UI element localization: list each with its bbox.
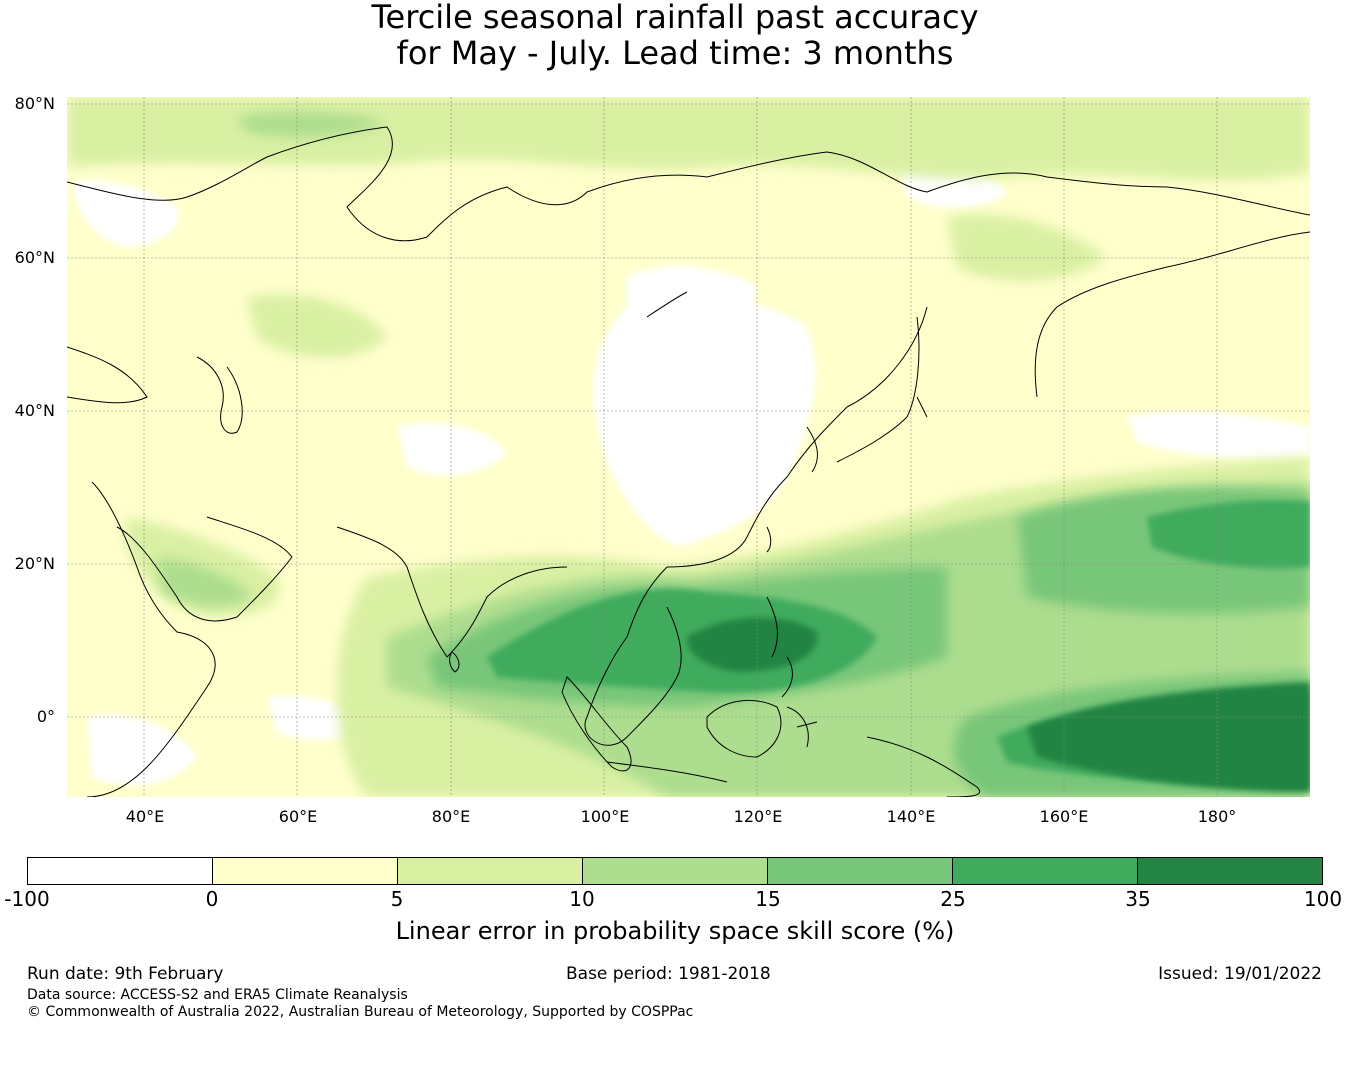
map-canvas <box>67 97 1310 797</box>
taiwan-outline <box>766 526 772 553</box>
colorbar-tick: 15 <box>755 887 781 911</box>
colorbar-segment <box>583 858 768 884</box>
central-asia-patch <box>247 294 387 358</box>
tibet-dry-area <box>397 423 507 476</box>
lon-label-180: 180° <box>1197 807 1237 826</box>
africa-dry-area <box>87 714 197 786</box>
scandinavia-dry-area <box>72 180 179 247</box>
lon-label-120e: 120°E <box>733 807 783 826</box>
graticule <box>67 97 1310 797</box>
arabia-inner <box>157 557 252 607</box>
kamchatka-coast <box>1034 231 1310 398</box>
lon-label-40e: 40°E <box>125 807 165 826</box>
colorbar-tick: 35 <box>1125 887 1151 911</box>
red-sea-africa-outline <box>86 481 216 797</box>
lon-label-140e: 140°E <box>886 807 936 826</box>
baikal-outline <box>646 291 688 318</box>
arabia-outline <box>116 516 293 622</box>
map-title-line-2: for May - July. Lead time: 3 months <box>396 34 954 72</box>
colorbar-segment <box>213 858 398 884</box>
siberia-patch <box>947 214 1107 281</box>
arctic-band <box>67 97 1310 181</box>
new-guinea-outline <box>866 736 980 797</box>
sulawesi-outline <box>786 706 818 748</box>
black-sea-outline <box>67 346 148 404</box>
base-period: Base period: 1981-2018 <box>566 964 771 984</box>
japan-outline <box>836 316 928 463</box>
mongolia-dry-area <box>627 266 757 332</box>
india-outline <box>336 526 568 658</box>
issued-date: Issued: 19/01/2022 <box>1158 964 1322 984</box>
east-asia-dry-area <box>593 296 816 547</box>
north-pacific-core <box>1147 500 1310 569</box>
skill-35-100-areas <box>687 617 1310 792</box>
skill-score-map <box>67 97 1310 797</box>
philippines-outline <box>766 596 793 698</box>
colorbar-segment <box>1138 858 1322 884</box>
lat-label-20n: 20°N <box>14 554 55 573</box>
indochina-outline <box>584 566 682 746</box>
lon-label-80e: 80°E <box>431 807 471 826</box>
colorbar-segment <box>398 858 583 884</box>
colorbar-tick: 0 <box>205 887 219 911</box>
sumatra-outline <box>561 676 632 772</box>
colorbar-tick: -100 <box>4 887 50 911</box>
korea-outline <box>806 426 818 473</box>
lat-label-0: 0° <box>36 707 55 726</box>
data-source: Data source: ACCESS-S2 and ERA5 Climate … <box>27 987 408 1003</box>
lon-label-60e: 60°E <box>278 807 318 826</box>
lon-label-160e: 160°E <box>1039 807 1089 826</box>
run-date: Run date: 9th February <box>27 964 224 984</box>
colorbar-segment <box>953 858 1138 884</box>
coastlines <box>67 126 1310 797</box>
maritime-core <box>687 617 818 672</box>
borneo-outline <box>706 699 782 758</box>
colorbar-tick: 25 <box>940 887 966 911</box>
lat-label-80n: 80°N <box>14 94 55 113</box>
arctic-inner <box>237 111 387 138</box>
java-outline <box>606 761 728 783</box>
map-title-line-1: Tercile seasonal rainfall past accuracy <box>371 0 979 36</box>
colorbar <box>27 857 1323 885</box>
sri-lanka-outline <box>449 651 460 673</box>
colorbar-segment <box>768 858 953 884</box>
lat-label-40n: 40°N <box>14 401 55 420</box>
eurasia-north-coast <box>67 126 1310 242</box>
copyright: © Commonwealth of Australia 2022, Austra… <box>27 1004 694 1020</box>
colorbar-label: Linear error in probability space skill … <box>395 917 955 945</box>
colorbar-tick: 5 <box>390 887 404 911</box>
lat-label-60n: 60°N <box>14 248 55 267</box>
colorbar-tick: 100 <box>1303 887 1343 911</box>
east-asia-coast <box>666 306 928 568</box>
western-pacific-core <box>1027 682 1310 792</box>
lon-label-100e: 100°E <box>580 807 630 826</box>
colorbar-segment <box>28 858 213 884</box>
colorbar-tick: 10 <box>569 887 595 911</box>
pacific-north-dry-area <box>1127 411 1310 459</box>
caspian-outline <box>196 356 243 434</box>
